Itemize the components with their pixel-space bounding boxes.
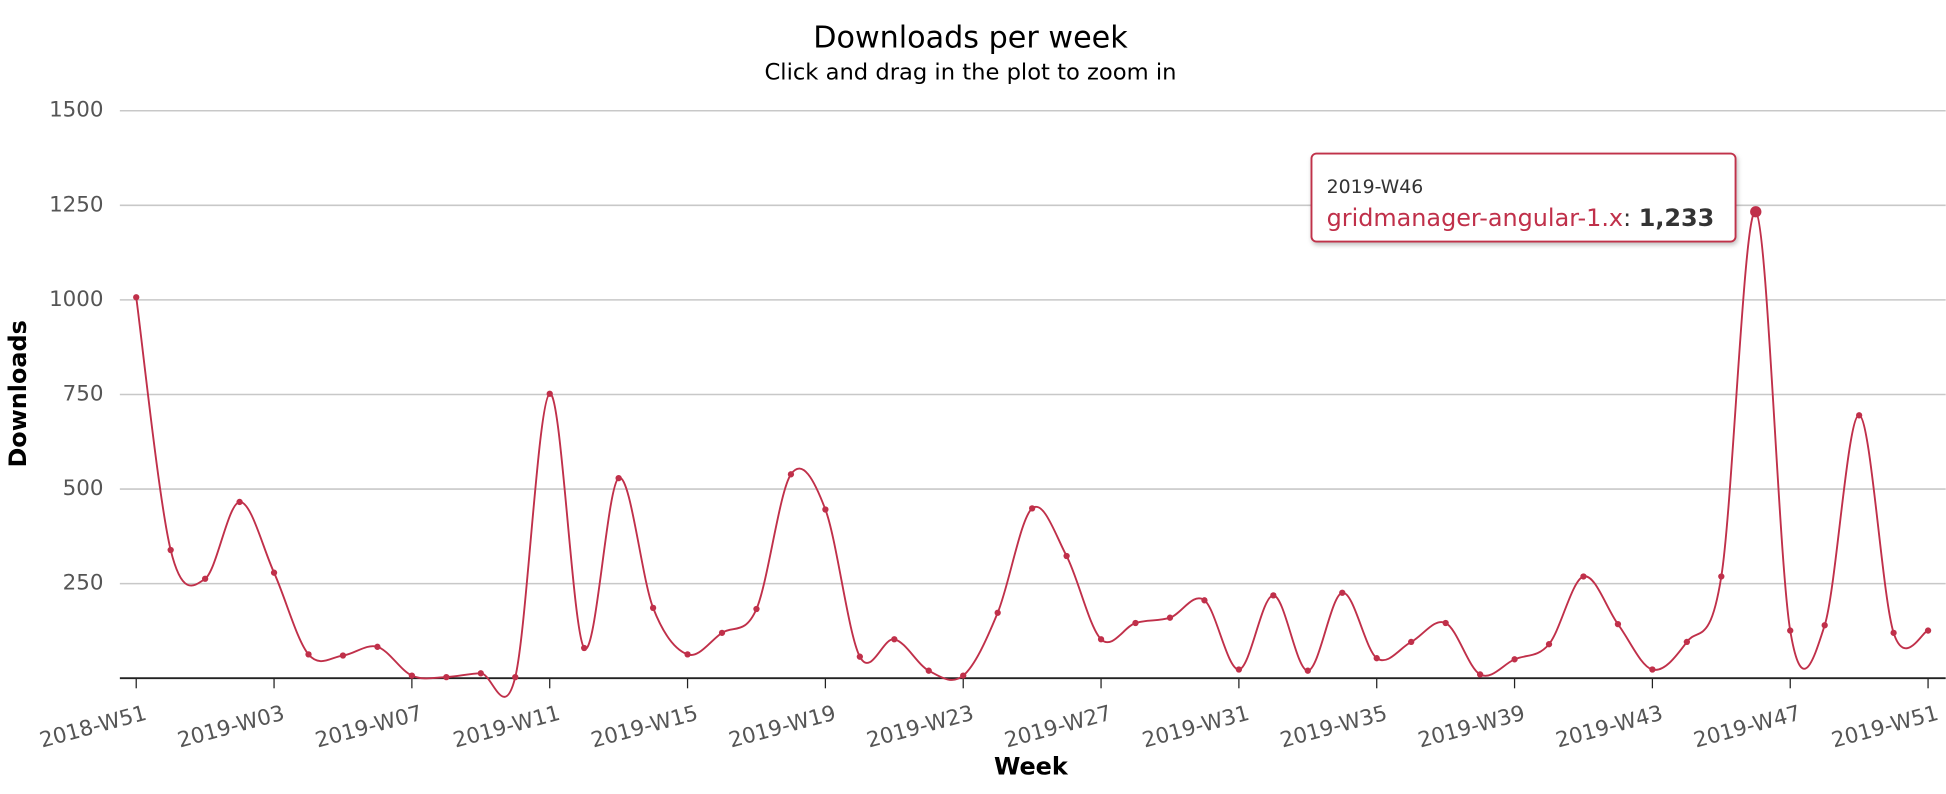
data-point — [1132, 619, 1139, 627]
x-tick-label: 2019-W15 — [588, 701, 700, 754]
tooltip-header: 2019-W46 — [1327, 176, 1424, 198]
x-tick-label: 2019-W07 — [313, 701, 425, 754]
x-tick-label: 2019-W03 — [175, 701, 287, 754]
data-point — [1235, 666, 1243, 673]
data-point — [856, 653, 863, 660]
chart-title: Downloads per week — [813, 21, 1128, 56]
data-point — [1373, 655, 1380, 662]
data-point — [408, 672, 416, 679]
data-point — [167, 546, 174, 554]
tooltip-series: gridmanager-angular-1.x — [1327, 204, 1623, 232]
y-tick-label: 250 — [63, 571, 104, 596]
y-tick-label: 500 — [63, 476, 104, 501]
x-tick-label: 2019-W11 — [451, 701, 563, 754]
x-tick-label: 2019-W23 — [864, 701, 976, 754]
x-tick-label: 2019-W35 — [1278, 701, 1390, 754]
x-tick-label: 2019-W39 — [1415, 701, 1527, 754]
data-point — [1097, 636, 1105, 643]
tooltip-box — [1310, 152, 1737, 243]
data-point — [1201, 597, 1208, 604]
data-point — [1924, 627, 1932, 634]
data-point — [891, 636, 898, 643]
data-point — [1787, 627, 1794, 634]
data-point — [753, 605, 760, 613]
data-point — [1890, 629, 1897, 636]
data-point — [1649, 666, 1656, 673]
data-point — [1408, 638, 1415, 646]
tooltip-body: gridmanager-angular-1.x: 1,233 — [1327, 204, 1715, 232]
x-tick-label: 2019-W47 — [1691, 701, 1803, 754]
plot-area: 250 500 750 1000 1250 1500 2018-W51 2019-W03 201… — [37, 98, 1946, 754]
data-point — [581, 644, 588, 652]
data-point — [374, 643, 381, 650]
data-point — [1545, 641, 1553, 648]
data-point — [546, 390, 553, 397]
tooltip-value: 1,233 — [1639, 204, 1715, 232]
data-point — [1750, 206, 1762, 218]
y-tick-label: 750 — [63, 381, 104, 406]
data-point — [994, 609, 1001, 616]
data-point — [1442, 619, 1449, 627]
x-tick-label: 2019-W43 — [1553, 701, 1665, 754]
data-point — [1614, 620, 1622, 628]
y-tick-label: 1250 — [49, 192, 103, 217]
data-point — [649, 604, 657, 612]
x-tick-label: 2019-W19 — [726, 701, 838, 754]
data-point — [1476, 671, 1484, 678]
data-point — [718, 629, 726, 636]
x-tick-label: 2019-W51 — [1829, 701, 1941, 754]
data-point — [270, 569, 278, 576]
data-point — [1580, 573, 1587, 580]
x-tick-label: 2018-W51 — [37, 701, 149, 754]
chart-subtitle: Click and drag in the plot to zoom in — [764, 59, 1176, 85]
data-point — [615, 474, 622, 482]
data-point — [512, 673, 519, 681]
data-point — [1821, 622, 1828, 629]
data-point — [133, 294, 140, 301]
y-axis-title: Downloads — [4, 320, 32, 467]
data-point — [1683, 638, 1691, 646]
series-line — [135, 210, 1929, 698]
data-point — [201, 575, 209, 582]
data-point — [1063, 552, 1070, 560]
data-point — [443, 673, 450, 681]
y-tick-label: 1000 — [49, 287, 103, 312]
data-point — [1339, 589, 1346, 596]
data-point — [305, 651, 312, 658]
tooltip-sep: : — [1623, 204, 1639, 232]
data-point — [1856, 412, 1863, 419]
data-point — [1028, 505, 1036, 512]
data-point — [1304, 667, 1311, 674]
data-point — [787, 471, 795, 478]
tooltip: 2019-W46 gridmanager-angular-1.x: 1,233 — [1310, 152, 1737, 243]
data-point — [1270, 592, 1277, 599]
data-point — [822, 506, 829, 513]
x-axis-title: Week — [994, 753, 1069, 781]
data-point — [1166, 614, 1174, 621]
x-tick-label: 2019-W31 — [1140, 701, 1252, 754]
data-point — [1718, 573, 1725, 580]
data-point — [477, 670, 484, 677]
data-point — [339, 652, 347, 659]
data-point — [960, 672, 967, 679]
data-point — [1511, 656, 1518, 663]
data-point — [925, 667, 932, 674]
data-point — [236, 498, 243, 506]
x-tick-label: 2019-W27 — [1002, 701, 1114, 754]
y-tick-label: 1500 — [49, 98, 103, 123]
data-point — [684, 651, 691, 658]
